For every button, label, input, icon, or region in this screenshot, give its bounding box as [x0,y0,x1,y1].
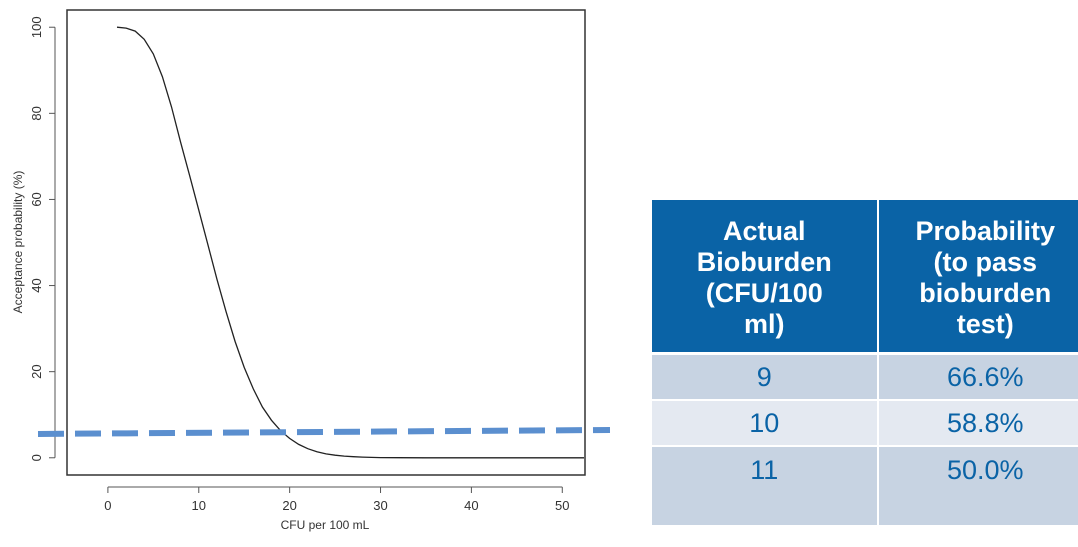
table-row: 9 66.6% [652,353,1078,401]
table-row: 10 58.8% [652,400,1078,447]
header-line: bioburden [919,278,1052,308]
probability-cell: 66.6% [877,353,1078,401]
y-tick-label: 40 [29,278,44,292]
y-axis-title: Acceptance probability (%) [11,171,25,314]
header-line: test) [956,309,1014,339]
x-axis-title: CFU per 100 mL [281,518,370,532]
table-header-row: Actual Bioburden (CFU/100 ml) Probabilit… [652,200,1078,355]
bioburden-cell: 9 [652,353,879,401]
header-line: Actual [723,216,806,246]
x-tick-label: 40 [464,498,478,513]
header-line: (CFU/100 [705,278,823,308]
x-tick-label: 50 [555,498,569,513]
x-tick-label: 0 [104,498,111,513]
y-tick-label: 20 [29,364,44,378]
x-tick-label: 10 [192,498,206,513]
plot-area: 0 10 20 30 40 50 0 20 40 60 80 100 [29,9,611,513]
x-tick-label: 20 [282,498,296,513]
y-tick-label: 80 [29,106,44,120]
header-actual-bioburden: Actual Bioburden (CFU/100 ml) [652,200,879,355]
reference-dashed-line [37,426,611,437]
y-tick-label: 100 [29,16,44,38]
acceptance-curve [116,26,584,459]
y-tick-label: 60 [29,192,44,206]
probability-cell: 50.0% [877,446,1078,527]
x-tick-label: 30 [373,498,387,513]
probability-cell: 58.8% [877,400,1078,447]
y-tick-label: 0 [29,454,44,461]
header-line: Bioburden [696,247,832,277]
header-line: Probability [915,216,1056,246]
header-line: (to pass [933,247,1038,277]
acceptance-probability-chart: 0 10 20 30 40 50 0 20 40 60 80 100 CFU per 100 mL A… [11,9,611,532]
header-probability: Probability (to pass bioburden test) [877,200,1078,355]
bioburden-table: Actual Bioburden (CFU/100 ml) Probabilit… [652,200,1078,527]
plot-frame [66,9,586,476]
header-line: ml) [744,309,785,339]
bioburden-cell: 11 [652,446,879,527]
table-row: 11 50.0% [652,446,1078,527]
bioburden-cell: 10 [652,400,879,447]
